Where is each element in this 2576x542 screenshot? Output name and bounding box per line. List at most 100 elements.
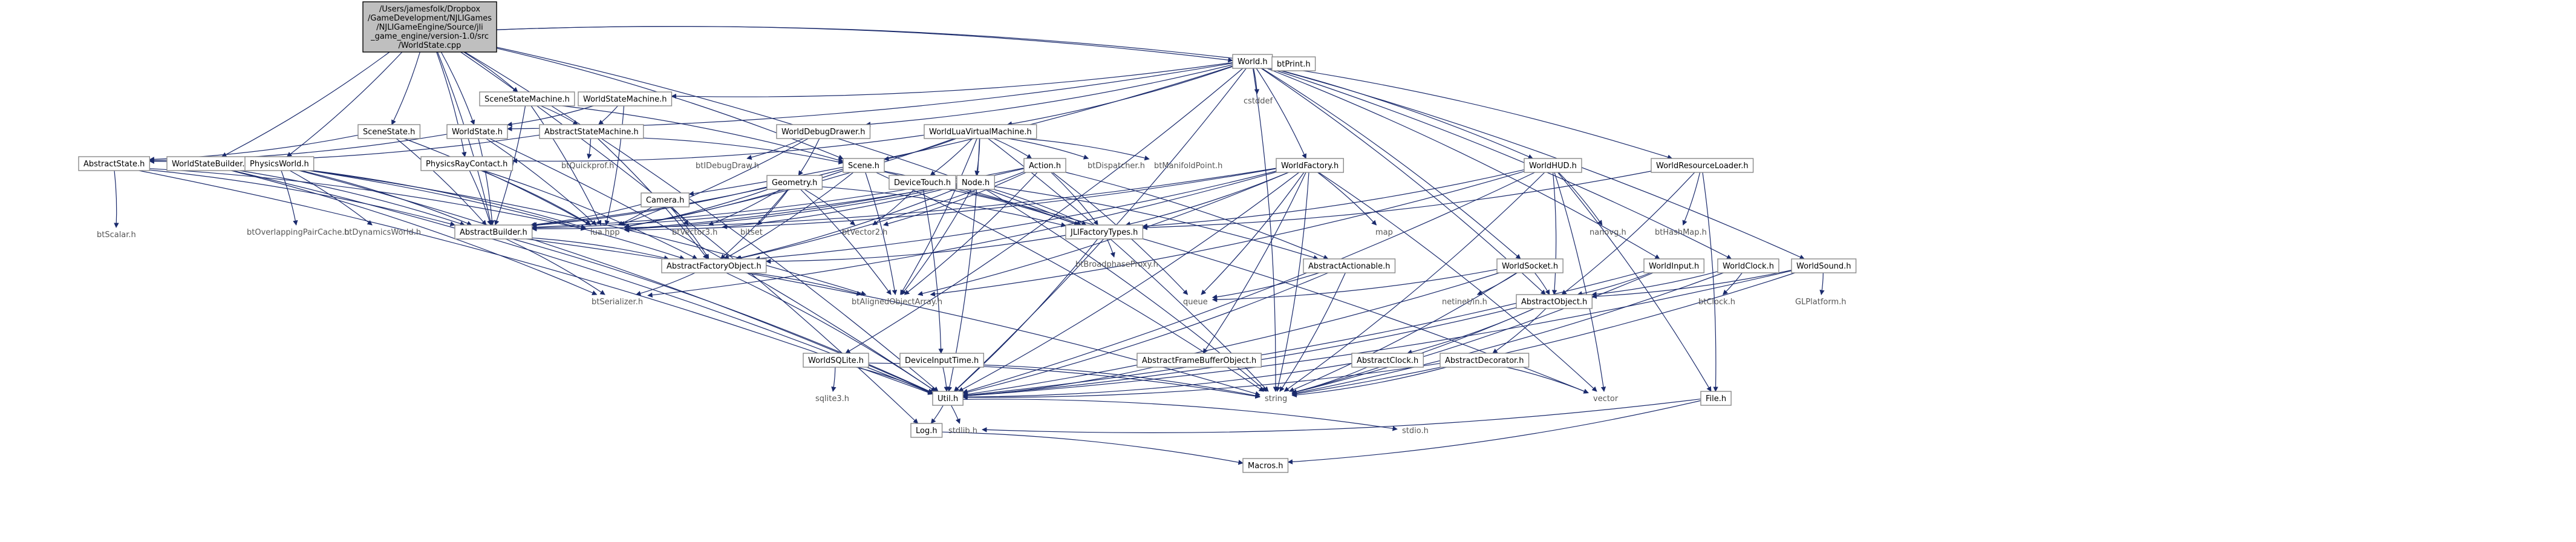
node-sqlite3-h[interactable]: sqlite3.h xyxy=(810,391,854,405)
node-btserializer-h[interactable]: btSerializer.h xyxy=(587,295,648,309)
node-cstddef[interactable]: cstddef xyxy=(1239,94,1277,108)
edge xyxy=(463,51,518,93)
node-box xyxy=(910,423,943,438)
node-abstractactionable-h[interactable]: AbstractActionable.h xyxy=(1303,258,1396,273)
edge xyxy=(904,172,1038,295)
node-jlifactorytypes-h[interactable]: JLIFactoryTypes.h xyxy=(1065,224,1144,240)
node-util-h[interactable]: Util.h xyxy=(932,391,964,406)
node-box xyxy=(1440,353,1530,368)
node-worldstatemachine-h[interactable]: WorldStateMachine.h xyxy=(578,91,673,106)
edge xyxy=(831,367,836,392)
node-btquickprof-h[interactable]: btQuickprof.h xyxy=(556,158,619,172)
node-vector[interactable]: vector xyxy=(1588,391,1623,405)
node-worldhud-h[interactable]: WorldHUD.h xyxy=(1524,158,1582,173)
node-box xyxy=(899,353,985,368)
node-stdio-h[interactable]: stdio.h xyxy=(1397,423,1433,437)
node-worlddebugdrawer-h[interactable]: WorldDebugDrawer.h xyxy=(776,124,871,139)
node-physicsraycontact-h[interactable]: PhysicsRayContact.h xyxy=(420,156,514,171)
edge xyxy=(478,138,495,226)
edge xyxy=(440,51,475,125)
node-label: stdio.h xyxy=(1402,426,1429,436)
node-btprint-h[interactable]: btPrint.h xyxy=(1271,56,1316,71)
edge xyxy=(1125,172,1289,227)
node-file-h[interactable]: File.h xyxy=(1700,391,1732,406)
node-abstractstatemachine-h[interactable]: AbstractStateMachine.h xyxy=(539,124,644,139)
node-scene-h[interactable]: Scene.h xyxy=(843,158,885,173)
node-worldinput-h[interactable]: WorldInput.h xyxy=(1643,258,1704,273)
node-map[interactable]: map xyxy=(1371,225,1398,239)
node-queue[interactable]: queue xyxy=(1178,295,1213,309)
node-btdispatcher-h[interactable]: btDispatcher.h xyxy=(1083,158,1150,172)
node-abstractstate-h[interactable]: AbstractState.h xyxy=(78,156,151,171)
node-btmanifoldpoint-h[interactable]: btManifoldPoint.h xyxy=(1149,158,1227,172)
node-geometry-h[interactable]: Geometry.h xyxy=(766,175,823,190)
node-label: WorldStateBuilder.h xyxy=(172,160,250,169)
edge xyxy=(1272,65,1673,160)
edge xyxy=(1291,272,1795,397)
node-lua-hpp[interactable]: lua.hpp xyxy=(585,225,625,239)
node-worldfactory-h[interactable]: WorldFactory.h xyxy=(1276,158,1344,173)
node-abstractobject-h[interactable]: AbstractObject.h xyxy=(1516,294,1593,309)
node-worldsocket-h[interactable]: WorldSocket.h xyxy=(1496,258,1564,273)
node-worldstatebuilder-h[interactable]: WorldStateBuilder.h xyxy=(166,156,255,171)
node-abstractclock-h[interactable]: AbstractClock.h xyxy=(1351,353,1424,368)
node-worldclock-h[interactable]: WorldClock.h xyxy=(1717,258,1779,273)
edge xyxy=(982,398,1701,433)
node-btdynamicsworld-h[interactable]: btDynamicsWorld.h xyxy=(339,225,426,239)
node-btalignedobjectarray-h[interactable]: btAlignedObjectArray.h xyxy=(847,295,947,309)
edge xyxy=(587,138,592,159)
node-worldresourceloader-h[interactable]: WorldResourceLoader.h xyxy=(1651,158,1754,173)
node-node-h[interactable]: Node.h xyxy=(956,175,995,190)
node-glplatform-h[interactable]: GLPlatform.h xyxy=(1790,295,1851,309)
node-deviceinputtime-h[interactable]: DeviceInputTime.h xyxy=(899,353,985,368)
edge xyxy=(239,170,466,226)
node-scenestatemachine-h[interactable]: SceneStateMachine.h xyxy=(479,91,575,106)
node-worldsqlite-h[interactable]: WorldSQLite.h xyxy=(803,353,869,368)
node-bitset[interactable]: bitset xyxy=(735,225,768,239)
node-abstractfactoryobject-h[interactable]: AbstractFactoryObject.h xyxy=(661,258,767,273)
node-btscalar-h[interactable]: btScalar.h xyxy=(92,227,141,241)
node-string[interactable]: string xyxy=(1260,391,1292,405)
edge xyxy=(483,170,698,260)
node-label: Geometry.h xyxy=(772,178,817,188)
node-bthashmap-h[interactable]: btHashMap.h xyxy=(1650,225,1712,239)
node-physicsworld-h[interactable]: PhysicsWorld.h xyxy=(244,156,315,171)
node-box xyxy=(1651,158,1754,173)
edge xyxy=(1202,172,1306,354)
node-btbroadphaseproxy-h[interactable]: btBroadphaseProxy.h xyxy=(1071,257,1163,271)
node-camera-h[interactable]: Camera.h xyxy=(641,192,690,207)
node-worldstate-cpp[interactable]: /Users/jamesfolk/Dropbox/GameDevelopment… xyxy=(362,1,497,53)
node-label: btDynamicsWorld.h xyxy=(344,228,421,237)
node-worldsound-h[interactable]: WorldSound.h xyxy=(1791,258,1857,273)
node-worldluavirtualmachine-h[interactable]: WorldLuaVirtualMachine.h xyxy=(924,124,1037,139)
node-worldstate-h[interactable]: WorldState.h xyxy=(446,124,508,139)
node-btvector3-h[interactable]: btVector3.h xyxy=(667,225,722,239)
node-world-h[interactable]: World.h xyxy=(1232,54,1273,69)
node-stdlib-h[interactable]: stdlib.h xyxy=(944,423,982,437)
node-box xyxy=(78,156,151,171)
node-label: AbstractStateMachine.h xyxy=(544,128,639,137)
node-abstractbuilder-h[interactable]: AbstractBuilder.h xyxy=(454,224,533,240)
node-abstractdecorator-h[interactable]: AbstractDecorator.h xyxy=(1440,353,1530,368)
node-macros-h[interactable]: Macros.h xyxy=(1242,458,1289,473)
node-devicetouch-h[interactable]: DeviceTouch.h xyxy=(889,175,956,190)
node-btvector2-h[interactable]: btVector2.h xyxy=(837,225,892,239)
node-btidebugdraw-h[interactable]: btIDebugDraw.h xyxy=(691,158,764,172)
node-label: btIDebugDraw.h xyxy=(696,162,759,171)
edge xyxy=(930,405,944,424)
edge xyxy=(231,170,598,295)
node-btclock-h[interactable]: btClock.h xyxy=(1694,295,1740,309)
node-btoverlappingpaircache-h[interactable]: btOverlappingPairCache.h xyxy=(242,225,354,239)
node-label: btScalar.h xyxy=(97,230,136,240)
node-netinet-in-h[interactable]: netinet/in.h xyxy=(1437,295,1492,309)
node-label: File.h xyxy=(1706,394,1726,403)
node-label: btClock.h xyxy=(1698,298,1735,307)
node-log-h[interactable]: Log.h xyxy=(910,423,943,438)
node-nanovg-h[interactable]: nanovg.h xyxy=(1585,225,1631,239)
edge xyxy=(1492,308,1547,354)
node-scenestate-h[interactable]: SceneState.h xyxy=(357,124,421,139)
edge xyxy=(149,168,586,231)
node-abstractframebufferobject-h[interactable]: AbstractFrameBufferObject.h xyxy=(1136,353,1262,368)
node-action-h[interactable]: Action.h xyxy=(1023,158,1066,173)
